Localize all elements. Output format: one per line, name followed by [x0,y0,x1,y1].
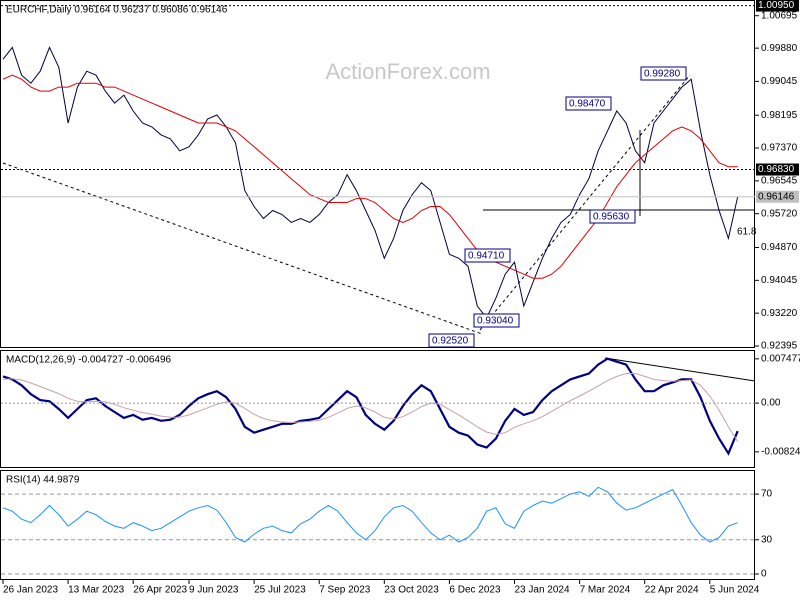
y-tick-label: 0.96545 [761,176,798,187]
y-tick-label: 0.92395 [761,341,798,352]
x-tick-label: 5 Jun 2024 [710,585,760,596]
rsi-title: RSI(14) 44.9879 [6,475,80,486]
watermark: ActionForex.com [325,59,490,84]
annotation: 0.99280 [644,69,681,80]
y-tick-label: 0.99880 [761,43,798,54]
y-tick-label: -0.00824 [761,446,800,457]
series-line [2,357,739,456]
x-tick-label: 23 Oct 2023 [384,585,439,596]
y-tick-label: 0.98195 [761,110,798,121]
annotation-box [565,96,612,111]
x-tick-label: 22 Apr 2024 [645,585,699,596]
price-tag-label: 0.96830 [758,164,795,175]
y-tick-label: 0.93220 [761,308,798,319]
annotation-box [589,209,636,224]
annotation-box [428,333,475,348]
y-tick-label: 30 [761,534,773,545]
rsi-panel [0,470,755,580]
x-tick-label: 23 Jan 2024 [515,585,570,596]
macd-title: MACD(12,26,9) -0.004727 -0.006496 [6,355,172,366]
annotation-box [464,248,511,263]
y-tick-label: 0.94870 [761,242,798,253]
x-tick-label: 26 Jan 2023 [3,585,58,596]
y-tick-label: 0.99045 [761,76,798,87]
price-tag [756,0,799,12]
trend-line [2,162,483,335]
price-panel [0,0,755,348]
series-line [2,373,739,442]
x-tick-label: 7 Sep 2023 [319,585,371,596]
annotation: 0.95630 [593,212,630,223]
price-tag [756,163,799,176]
x-tick-label: 7 Mar 2024 [580,585,631,596]
y-tick-label: 0 [761,569,767,580]
x-tick-label: 6 Dec 2023 [449,585,501,596]
series-line [2,46,739,319]
price-tag-label: 1.00950 [758,0,795,11]
price-tag-label: 0.96146 [758,191,795,202]
trend-line [479,74,691,331]
x-tick-label: 13 Mar 2023 [68,585,125,596]
annotation: 0.94710 [468,251,505,262]
annotation: 0.93040 [477,316,514,327]
macd-trend-line [604,357,756,382]
x-tick-label: 9 Jun 2023 [189,585,239,596]
y-tick-label: 0.007477 [761,353,800,364]
chart-title: EURCHF,Daily 0.96164 0.96237 0.96086 0.9… [6,5,228,16]
series-line [2,74,738,279]
macd-panel [0,350,755,468]
annotation-box [473,313,520,328]
annotation: 61.8 [737,227,757,238]
y-tick-label: 1.00695 [761,10,798,21]
x-tick-label: 26 Apr 2023 [133,585,187,596]
series-line [2,486,738,543]
y-tick-label: 0.00 [761,398,781,409]
price-tag [756,190,799,203]
y-tick-label: 70 [761,489,773,500]
x-tick-label: 25 Jul 2023 [254,585,306,596]
annotation-box [640,66,687,81]
y-tick-label: 0.97370 [761,143,798,154]
y-tick-label: 0.95720 [761,208,798,219]
annotation: 0.98470 [569,99,606,110]
y-tick-label: 0.94045 [761,275,798,286]
annotation: 0.92520 [432,336,469,347]
